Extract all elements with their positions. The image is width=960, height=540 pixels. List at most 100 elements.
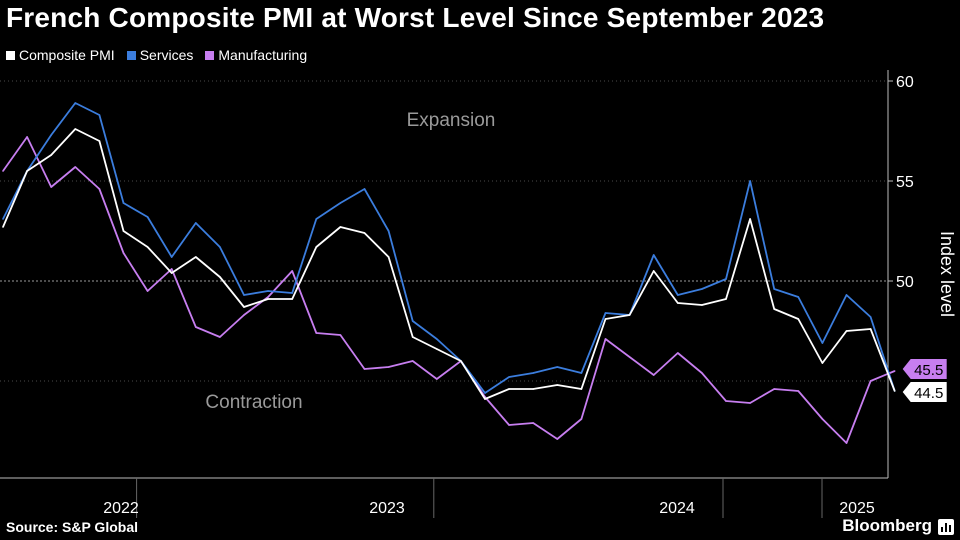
services-point-16 (387, 230, 390, 232)
legend-item-services: Services (126, 47, 194, 63)
composite-line (2, 128, 896, 400)
composite-point-25 (604, 318, 607, 320)
manufacturing-point-15 (363, 368, 366, 370)
y-axis-title: Index level (937, 231, 957, 317)
composite-point-4 (98, 140, 101, 142)
manufacturing-point-34 (821, 418, 824, 420)
composite-point-9 (219, 276, 221, 278)
bloomberg-icon (938, 519, 954, 535)
manufacturing-point-24 (580, 418, 583, 420)
legend-label-composite: Composite PMI (19, 47, 115, 63)
y-tick-label-60: 60 (896, 74, 914, 91)
manufacturing-point-27 (652, 374, 655, 376)
composite-point-20 (484, 398, 486, 400)
composite-point-33 (797, 318, 800, 320)
services-point-4 (98, 114, 101, 116)
services-point-5 (122, 202, 125, 204)
legend-swatch-manufacturing (205, 50, 215, 60)
services-point-8 (195, 222, 197, 224)
manufacturing-point-37 (893, 370, 896, 372)
composite-point-27 (652, 270, 655, 272)
legend-swatch-composite (6, 50, 15, 60)
x-tick-label-2024: 2024 (659, 500, 695, 517)
manufacturing-point-14 (339, 334, 342, 336)
composite-point-30 (725, 298, 727, 300)
manufacturing-point-21 (508, 424, 510, 426)
x-tick-label-2022: 2022 (103, 500, 139, 517)
manufacturing-point-7 (170, 268, 173, 270)
x-tick-label-2025: 2025 (839, 500, 875, 517)
end-label-composite-box (902, 382, 947, 402)
composite-point-28 (677, 302, 679, 304)
legend-label-services: Services (139, 47, 194, 63)
services-point-18 (436, 338, 438, 340)
services-point-33 (797, 296, 800, 298)
composite-point-31 (749, 218, 751, 220)
services-point-2 (50, 134, 52, 136)
services-point-27 (652, 254, 655, 256)
composite-point-7 (170, 272, 173, 274)
services-point-25 (604, 312, 607, 314)
services-point-28 (677, 294, 679, 296)
composite-point-16 (387, 256, 390, 258)
manufacturing-line (2, 136, 896, 444)
manufacturing-point-16 (387, 366, 390, 368)
manufacturing-point-18 (436, 378, 438, 380)
manufacturing-point-6 (146, 290, 149, 292)
manufacturing-point-26 (628, 356, 631, 358)
composite-point-34 (821, 362, 824, 364)
composite-point-10 (243, 306, 245, 308)
services-point-7 (170, 256, 173, 258)
composite-point-24 (580, 388, 583, 390)
manufacturing-point-23 (556, 438, 559, 440)
manufacturing-point-2 (50, 186, 52, 188)
end-label-manufacturing-box (902, 359, 947, 379)
services-point-20 (484, 392, 486, 394)
manufacturing-point-33 (797, 390, 800, 392)
services-line (2, 102, 896, 394)
services-point-32 (773, 288, 775, 290)
manufacturing-point-25 (604, 338, 607, 340)
manufacturing-point-0 (2, 170, 4, 172)
manufacturing-point-29 (701, 372, 703, 374)
composite-point-36 (869, 328, 872, 330)
manufacturing-point-30 (725, 400, 727, 402)
composite-point-2 (50, 154, 52, 156)
manufacturing-point-5 (122, 252, 125, 254)
services-point-3 (74, 102, 77, 104)
services-point-10 (243, 294, 245, 296)
x-tick-label-2023: 2023 (369, 500, 405, 517)
composite-point-29 (701, 304, 703, 306)
services-point-14 (339, 202, 342, 204)
manufacturing-point-36 (869, 380, 872, 382)
annotation-contraction: Contraction (205, 392, 302, 413)
composite-point-0 (2, 226, 4, 228)
legend-item-manufacturing: Manufacturing (205, 47, 307, 63)
composite-point-14 (339, 226, 342, 228)
composite-point-18 (436, 348, 438, 350)
annotation-expansion: Expansion (407, 110, 496, 131)
end-label-composite: 44.5 (914, 385, 943, 402)
brand-logo: Bloomberg (842, 516, 932, 535)
manufacturing-point-11 (267, 296, 269, 298)
services-point-31 (749, 180, 751, 182)
manufacturing-point-1 (26, 136, 28, 138)
composite-point-11 (267, 298, 269, 300)
services-point-13 (315, 218, 318, 220)
composite-point-35 (845, 330, 848, 332)
manufacturing-point-22 (532, 422, 534, 424)
services-point-23 (556, 366, 559, 368)
composite-point-6 (146, 246, 149, 248)
services-point-35 (845, 294, 848, 296)
composite-point-37 (893, 390, 896, 392)
services-point-17 (411, 320, 414, 322)
manufacturing-point-35 (845, 442, 848, 444)
manufacturing-point-8 (195, 326, 197, 328)
composite-point-32 (773, 308, 775, 310)
services-point-11 (267, 290, 269, 292)
manufacturing-point-17 (411, 360, 414, 362)
composite-point-5 (122, 230, 125, 232)
y-tick-label-55: 55 (896, 174, 914, 191)
legend-item-composite: Composite PMI (6, 47, 115, 63)
services-point-12 (291, 292, 294, 294)
